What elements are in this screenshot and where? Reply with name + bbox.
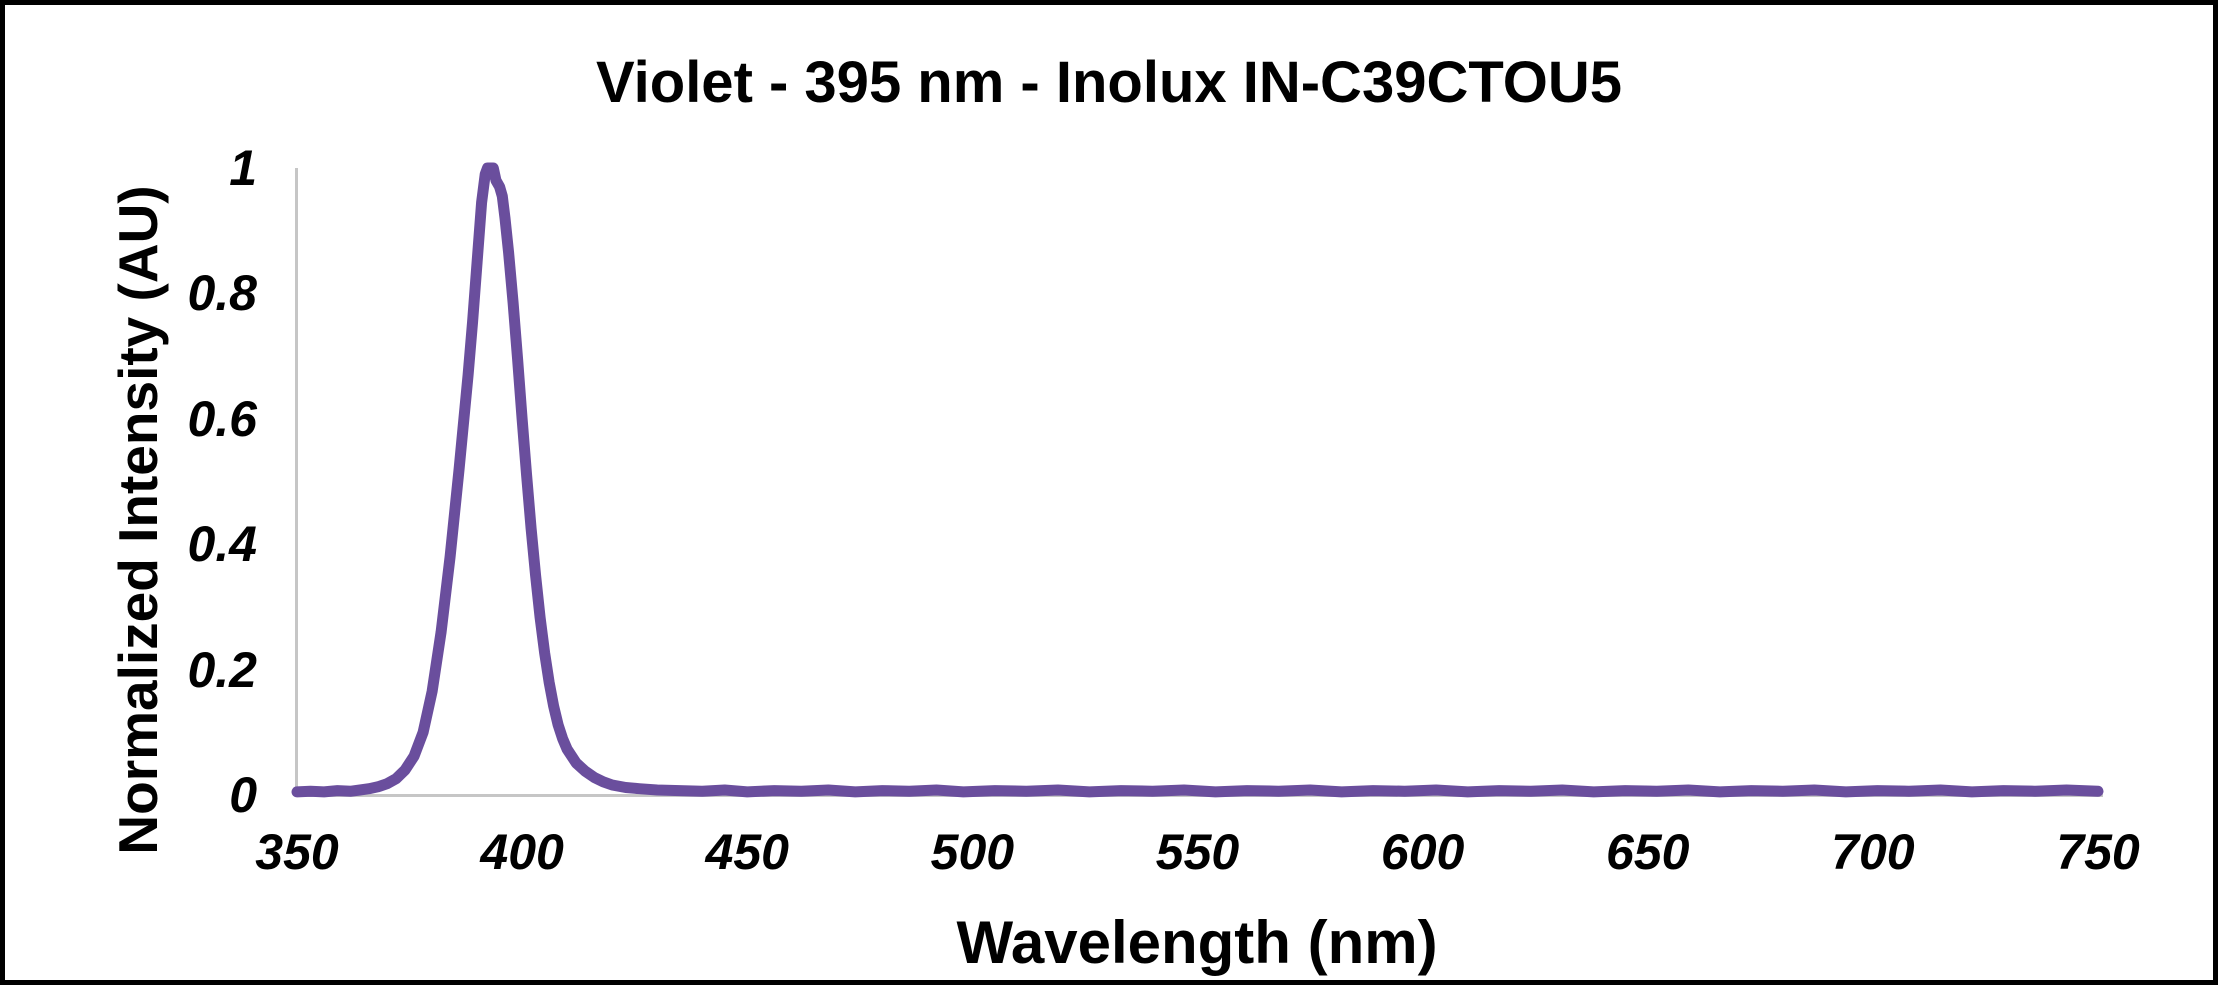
y-tick-label: 1 <box>229 140 257 196</box>
x-tick-label: 600 <box>1380 824 1465 880</box>
x-tick-label: 500 <box>930 824 1015 880</box>
x-axis-title: Wavelength (nm) <box>956 909 1438 976</box>
chart-title: Violet - 395 nm - Inolux IN-C39CTOU5 <box>596 50 1622 115</box>
y-tick-label: 0.8 <box>187 265 257 322</box>
x-tick-label: 450 <box>705 824 789 880</box>
y-axis-title: Normalized Intensity (AU) <box>107 185 169 855</box>
spectrum-line <box>291 162 2104 798</box>
y-tick-label: 0.6 <box>187 390 257 447</box>
x-tick-label: 400 <box>480 824 564 880</box>
x-tick-label: 650 <box>1606 824 1690 880</box>
x-tick-label: 550 <box>1155 824 1240 880</box>
x-axis-line <box>295 794 2103 797</box>
x-tick-label: 350 <box>255 824 339 880</box>
y-tick-label: 0 <box>229 767 257 823</box>
x-tick-label: 750 <box>2056 824 2140 880</box>
y-tick-label: 0.2 <box>187 641 257 698</box>
y-axis-line <box>295 168 298 797</box>
y-tick-label: 0.4 <box>187 516 257 573</box>
x-tick-label: 700 <box>1831 824 1915 880</box>
